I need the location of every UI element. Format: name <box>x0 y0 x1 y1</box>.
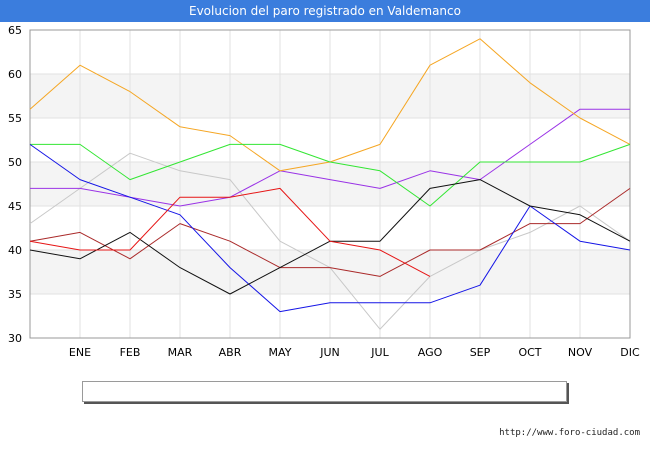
x-tick-label: MAR <box>168 346 193 359</box>
x-tick-label: ENE <box>69 346 91 359</box>
x-tick-label: OCT <box>518 346 541 359</box>
y-tick-label: 55 <box>8 112 22 125</box>
series-lines <box>29 38 631 330</box>
x-tick-label: NOV <box>568 346 593 359</box>
x-axis-ticks: ENE FEB MAR ABR MAY JUN JUL AGO SEP OCT NOV DIC <box>69 346 640 359</box>
x-tick-label: AGO <box>418 346 443 359</box>
chart-title: Evolucion del paro registrado en Valdema… <box>0 0 650 22</box>
x-tick-label: MAY <box>269 346 292 359</box>
legend-box <box>82 381 567 402</box>
y-tick-label: 30 <box>8 332 22 345</box>
y-tick-label: 65 <box>8 24 22 37</box>
y-tick-label: 35 <box>8 288 22 301</box>
x-tick-label: ABR <box>219 346 242 359</box>
x-tick-label: SEP <box>470 346 491 359</box>
y-axis-ticks: 30 35 40 45 50 55 60 65 <box>8 24 22 345</box>
series-line-2025 <box>29 187 431 277</box>
series-line-2019 <box>29 187 631 277</box>
y-tick-label: 60 <box>8 68 22 81</box>
plot-area-border <box>29 29 631 339</box>
y-tick-label: 45 <box>8 200 22 213</box>
x-tick-label: JUL <box>370 346 389 359</box>
y-tick-label: 50 <box>8 156 22 169</box>
footer-url[interactable]: http://www.foro-ciudad.com <box>499 428 640 438</box>
x-tick-label: JUN <box>319 346 340 359</box>
x-tick-label: DIC <box>620 346 640 359</box>
y-tick-label: 40 <box>8 244 22 257</box>
x-tick-label: FEB <box>120 346 141 359</box>
series-line-2022 <box>30 143 631 207</box>
